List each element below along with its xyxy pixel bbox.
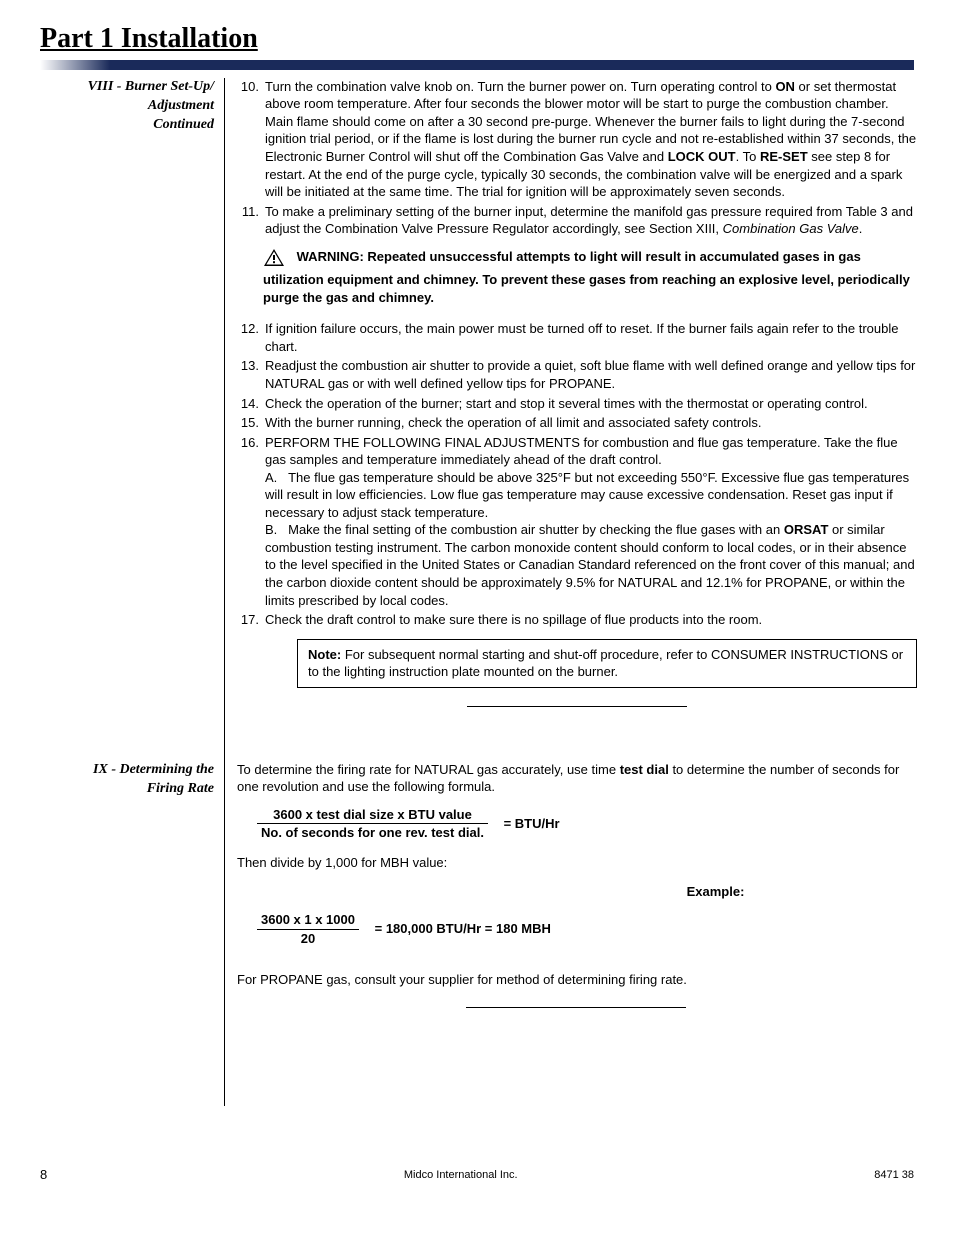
list-item-text: Readjust the combustion air shutter to p…	[265, 357, 917, 392]
section-viii-body: 10.Turn the combination valve knob on. T…	[225, 78, 917, 725]
section-divider	[467, 706, 687, 707]
note-text: Note: For subsequent normal starting and…	[308, 647, 903, 680]
left-sidebar: VIII - Burner Set-Up/AdjustmentContinued	[40, 78, 225, 725]
list-item-number: 13.	[237, 357, 265, 392]
list-item: 17.Check the draft control to make sure …	[237, 611, 917, 629]
list-item: 13.Readjust the combustion air shutter t…	[237, 357, 917, 392]
formula-numerator: 3600 x test dial size x BTU value	[257, 806, 488, 825]
ix-propane: For PROPANE gas, consult your supplier f…	[237, 971, 914, 989]
list-item-number: 15.	[237, 414, 265, 432]
page-footer: 8 Midco International Inc. 8471 38	[40, 1166, 914, 1184]
list-item: 10.Turn the combination valve knob on. T…	[237, 78, 917, 201]
page-number: 8	[40, 1166, 47, 1184]
footer-company: Midco International Inc.	[47, 1168, 874, 1183]
list-item-number: 17.	[237, 611, 265, 629]
formula-result: = BTU/Hr	[504, 815, 560, 833]
main-content: VIII - Burner Set-Up/AdjustmentContinued…	[40, 78, 914, 725]
section-viii-heading: VIII - Burner Set-Up/AdjustmentContinued	[40, 78, 214, 135]
example-denominator: 20	[257, 930, 359, 948]
list-item: 14.Check the operation of the burner; st…	[237, 395, 917, 413]
formula-example: 3600 x 1 x 1000 20 = 180,000 BTU/Hr = 18…	[257, 911, 914, 947]
section-divider-2	[466, 1007, 686, 1008]
section-ix: IX - Determining theFiring Rate To deter…	[40, 725, 914, 1106]
list-item-text: To make a preliminary setting of the bur…	[265, 203, 917, 238]
formula-denominator: No. of seconds for one rev. test dial.	[257, 824, 488, 842]
ix-intro: To determine the firing rate for NATURAL…	[237, 761, 914, 796]
list-item: 16.PERFORM THE FOLLOWING FINAL ADJUSTMEN…	[237, 434, 917, 609]
example-result: = 180,000 BTU/Hr = 180 MBH	[375, 920, 551, 938]
list-item: 15.With the burner running, check the op…	[237, 414, 917, 432]
list-item-number: 12.	[237, 320, 265, 355]
list-item-text: Check the operation of the burner; start…	[265, 395, 917, 413]
list-item: 12.If ignition failure occurs, the main …	[237, 320, 917, 355]
footer-doc-id: 8471 38	[874, 1168, 914, 1183]
list-item-number: 10.	[237, 78, 265, 201]
list-item-number: 11.	[237, 203, 265, 238]
list-item-text: With the burner running, check the opera…	[265, 414, 917, 432]
list-item-number: 14.	[237, 395, 265, 413]
list-item-number: 16.	[237, 434, 265, 609]
title-gradient-bar	[40, 60, 914, 70]
list-item-text: Check the draft control to make sure the…	[265, 611, 917, 629]
list-item: 11.To make a preliminary setting of the …	[237, 203, 917, 238]
warning-text: WARNING: Repeated unsuccessful attempts …	[263, 249, 910, 305]
example-label: Example:	[517, 883, 914, 901]
page-title: Part 1 Installation	[40, 20, 914, 58]
warning-icon	[263, 248, 285, 272]
section-ix-body: To determine the firing rate for NATURAL…	[225, 725, 914, 1106]
left-sidebar-ix: IX - Determining theFiring Rate	[40, 725, 225, 1106]
note-box: Note: For subsequent normal starting and…	[297, 639, 917, 688]
list-item-text: PERFORM THE FOLLOWING FINAL ADJUSTMENTS …	[265, 434, 917, 609]
section-ix-heading: IX - Determining theFiring Rate	[40, 761, 214, 799]
example-numerator: 3600 x 1 x 1000	[257, 911, 359, 930]
list-item-text: If ignition failure occurs, the main pow…	[265, 320, 917, 355]
formula-main: 3600 x test dial size x BTU value No. of…	[257, 806, 914, 842]
warning-block: WARNING: Repeated unsuccessful attempts …	[263, 248, 917, 307]
list-item-text: Turn the combination valve knob on. Turn…	[265, 78, 917, 201]
ix-then: Then divide by 1,000 for MBH value:	[237, 854, 914, 872]
